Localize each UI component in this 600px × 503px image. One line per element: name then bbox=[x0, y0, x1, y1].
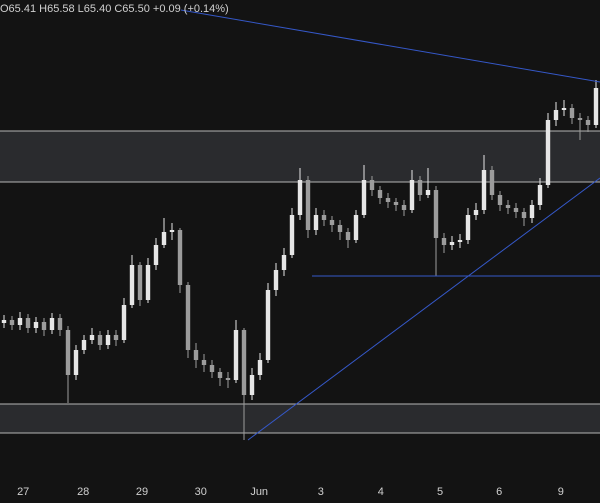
candle-body bbox=[561, 108, 567, 110]
candle-body bbox=[345, 232, 351, 240]
candle-body bbox=[553, 110, 559, 120]
candle-body bbox=[305, 180, 311, 230]
candle-body bbox=[577, 118, 583, 120]
candle-body bbox=[9, 320, 15, 325]
candle-body bbox=[97, 335, 103, 345]
candle-body bbox=[65, 330, 71, 375]
candle-body bbox=[17, 318, 23, 325]
candle-body bbox=[281, 255, 287, 270]
candle-body bbox=[465, 215, 471, 240]
ohlc-header: O65.41 H65.58 L65.40 C65.50 +0.09 (+0.14… bbox=[0, 3, 229, 15]
candle-body bbox=[89, 335, 95, 340]
x-tick-label: 3 bbox=[318, 486, 324, 498]
candle-body bbox=[233, 330, 239, 380]
candle-body bbox=[289, 215, 295, 255]
candle-body bbox=[209, 365, 215, 372]
candle-body bbox=[441, 238, 447, 245]
x-tick-label: 5 bbox=[437, 486, 443, 498]
candle-body bbox=[185, 285, 191, 350]
x-tick-label: 9 bbox=[558, 486, 564, 498]
candle-body bbox=[73, 350, 79, 375]
candle-body bbox=[505, 205, 511, 208]
candle-body bbox=[337, 225, 343, 232]
candle-body bbox=[105, 335, 111, 345]
candle-body bbox=[321, 215, 327, 220]
candle-body bbox=[353, 215, 359, 240]
candle-body bbox=[145, 265, 151, 300]
candle-body bbox=[585, 120, 591, 125]
x-tick-label: Jun bbox=[250, 486, 268, 498]
candle-body bbox=[129, 265, 135, 305]
candle-body bbox=[249, 375, 255, 395]
x-tick-label: 29 bbox=[136, 486, 148, 498]
candle-body bbox=[137, 265, 143, 300]
candle-body bbox=[33, 322, 39, 328]
candle-body bbox=[409, 180, 415, 210]
candle-body bbox=[41, 322, 47, 330]
candle-body bbox=[297, 180, 303, 215]
candle-body bbox=[177, 230, 183, 285]
candle-body bbox=[273, 270, 279, 290]
candle-body bbox=[497, 195, 503, 205]
candle-body bbox=[49, 318, 55, 330]
candle-body bbox=[241, 330, 247, 395]
candle-body bbox=[57, 318, 63, 330]
candle-body bbox=[257, 360, 263, 375]
candle-body bbox=[225, 378, 231, 380]
candle-body bbox=[1, 320, 7, 323]
x-tick-label: 30 bbox=[195, 486, 207, 498]
candle-body bbox=[593, 88, 599, 125]
candle-body bbox=[113, 335, 119, 340]
candle-body bbox=[433, 190, 439, 238]
candle-body bbox=[169, 230, 175, 232]
candle-body bbox=[417, 180, 423, 195]
candle-body bbox=[529, 205, 535, 218]
candle-body bbox=[81, 340, 87, 350]
x-tick-label: 27 bbox=[17, 486, 29, 498]
candle-body bbox=[489, 170, 495, 195]
candle-body bbox=[393, 202, 399, 205]
candle-body bbox=[449, 242, 455, 245]
candle-body bbox=[401, 205, 407, 210]
candle-body bbox=[25, 318, 31, 328]
candle-body bbox=[193, 350, 199, 360]
candle-body bbox=[121, 305, 127, 340]
candle-body bbox=[569, 108, 575, 118]
candle-body bbox=[521, 212, 527, 218]
x-tick-label: 28 bbox=[77, 486, 89, 498]
candle-body bbox=[545, 120, 551, 185]
candle-body bbox=[201, 360, 207, 365]
x-tick-label: 4 bbox=[378, 486, 384, 498]
candle-body bbox=[457, 240, 463, 242]
x-tick-label: 6 bbox=[496, 486, 502, 498]
candle-body bbox=[329, 220, 335, 225]
candle-body bbox=[369, 180, 375, 190]
candle-body bbox=[537, 185, 543, 205]
trend-line bbox=[180, 9, 600, 83]
candle-body bbox=[313, 215, 319, 230]
zone bbox=[0, 404, 600, 433]
candle-body bbox=[161, 232, 167, 245]
candle-body bbox=[361, 180, 367, 215]
candle-body bbox=[385, 198, 391, 202]
candle-body bbox=[265, 290, 271, 360]
candle-body bbox=[377, 190, 383, 198]
trend-line bbox=[247, 177, 600, 441]
candle-body bbox=[513, 208, 519, 212]
candle-body bbox=[425, 190, 431, 195]
plot bbox=[0, 9, 600, 441]
candle-body bbox=[153, 245, 159, 265]
candle-body bbox=[481, 170, 487, 210]
candle-body bbox=[473, 210, 479, 215]
candle-body bbox=[217, 372, 223, 378]
